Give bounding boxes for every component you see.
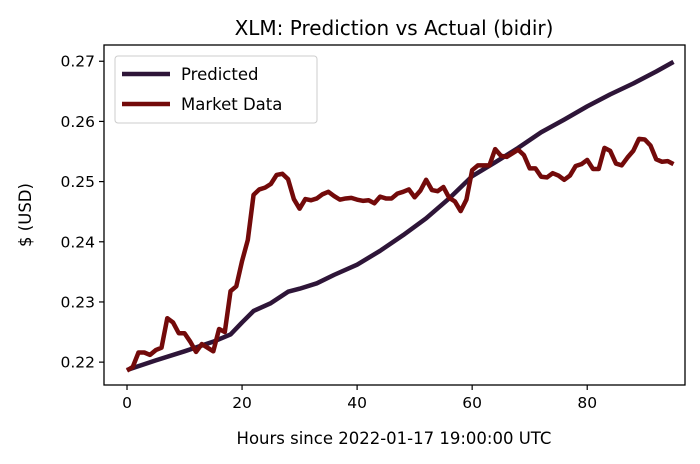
y-tick-label: 0.25	[60, 173, 95, 191]
series-line-market-data	[125, 136, 675, 373]
y-tick-label: 0.22	[60, 354, 95, 372]
series-line-predicted	[126, 59, 675, 373]
legend-label-market-data: Market Data	[181, 95, 282, 114]
y-tick-label: 0.27	[60, 53, 95, 71]
plot-frame	[103, 44, 686, 386]
x-axis-label: Hours since 2022-01-17 19:00:00 UTC	[237, 429, 552, 448]
series-layer	[125, 59, 675, 373]
chart-title: XLM: Prediction vs Actual (bidir)	[235, 16, 554, 40]
y-tick-label: 0.26	[60, 113, 95, 131]
y-tick-label: 0.23	[60, 293, 95, 311]
x-tick-label: 40	[347, 394, 367, 412]
x-tick-label: 60	[462, 394, 482, 412]
legend: Predicted Market Data	[114, 55, 318, 124]
x-axis-ticks: 0 20 40 60 80	[122, 385, 597, 412]
y-tick-label: 0.24	[60, 233, 95, 251]
legend-label-predicted: Predicted	[181, 65, 258, 84]
x-tick-label: 20	[232, 394, 252, 412]
y-axis-ticks: 0.22 0.23 0.24 0.25 0.26 0.27	[60, 53, 104, 372]
x-tick-label: 80	[577, 394, 597, 412]
y-axis-label: $ (USD)	[16, 183, 35, 247]
x-tick-label: 0	[122, 394, 132, 412]
